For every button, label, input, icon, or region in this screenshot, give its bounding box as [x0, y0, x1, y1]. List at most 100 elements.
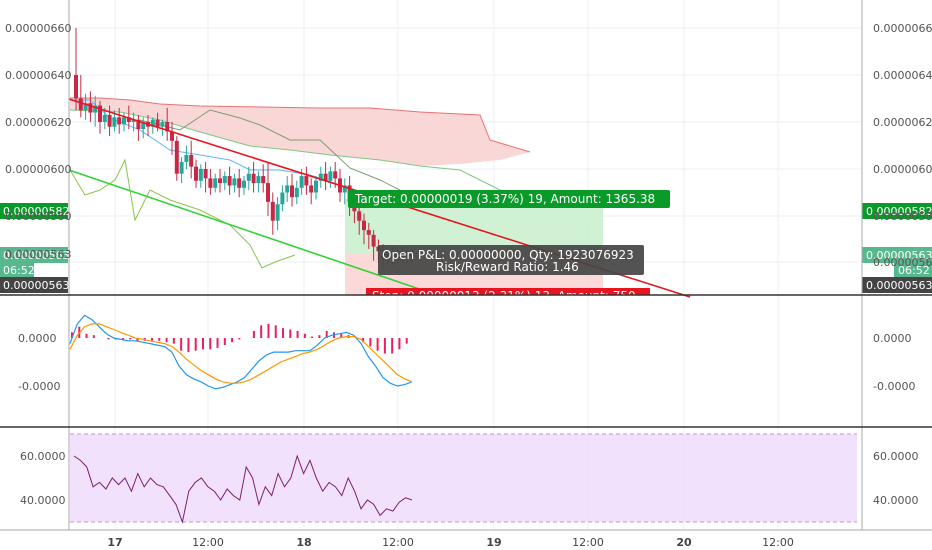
rsi-tick-right: 60.0000	[873, 450, 919, 463]
left-price-tag-dark	[0, 277, 68, 293]
candle-body	[314, 180, 318, 193]
candle-body	[256, 176, 261, 184]
left-price-tag-teal	[0, 247, 68, 263]
price-tick-right: 0.00000580	[873, 210, 932, 223]
candle-body	[261, 176, 266, 184]
rsi-panel[interactable]	[70, 433, 857, 524]
rsi-tick-right: 40.0000	[873, 494, 919, 507]
candle-body	[170, 131, 174, 141]
candle-body	[246, 173, 251, 181]
candle-body	[131, 119, 136, 122]
candle-body	[227, 176, 232, 186]
time-label: 18	[296, 536, 311, 549]
candle-body	[78, 98, 83, 111]
candle-body	[342, 185, 347, 193]
candle-body	[323, 173, 328, 181]
pnl-label-box[interactable]	[378, 245, 644, 275]
candle-body	[155, 119, 160, 127]
right-price-tag-green-text: 0.00000582	[866, 205, 932, 218]
candle-body	[270, 201, 275, 221]
candle-body	[203, 169, 208, 179]
price-tick-right: 0.00000600	[873, 163, 932, 176]
candle-body	[362, 220, 366, 231]
candle-body	[328, 171, 333, 181]
price-tick-left: 0.00000580	[5, 210, 71, 223]
price-tick-left: 0.00000640	[5, 69, 71, 82]
right-price-tag-green	[862, 203, 932, 219]
candle-body	[213, 178, 218, 188]
candle-body	[112, 117, 117, 127]
candle-body	[218, 178, 222, 184]
rsi-tick-left: 60.0000	[20, 450, 66, 463]
candle-body	[232, 178, 237, 186]
candle-body	[208, 178, 213, 188]
macd-line	[69, 314, 413, 390]
ichimoku-span-b	[70, 97, 531, 153]
target-label-box[interactable]	[348, 190, 670, 208]
candle-body	[83, 103, 88, 111]
ichimoku-span-a	[69, 109, 531, 199]
channel-lower-line[interactable]	[68, 169, 429, 293]
candle-body	[184, 154, 189, 162]
axis-labels: 0.00000660 0.00000660 0.00000640 0.00000640…	[5, 22, 932, 507]
rsi-line	[73, 454, 413, 524]
price-panel[interactable]: Target: 0.00000019 (3.37%) 19, Amount: 1…	[0, 28, 932, 298]
rsi-tick-left: 40.0000	[20, 494, 66, 507]
right-price-tag-teal	[862, 247, 932, 263]
target-label: Target: 0.00000019 (3.37%) 19, Amount: 1…	[354, 192, 655, 206]
time-label: 12:00	[572, 536, 604, 549]
time-label: 20	[676, 536, 692, 549]
candle-body	[136, 119, 141, 130]
price-tick-left: 0.00000600	[5, 163, 71, 176]
left-price-tag-dark-text: 0.00000563	[3, 279, 69, 292]
candle-body	[102, 114, 107, 122]
macd-panel[interactable]	[69, 314, 414, 390]
left-price-tag-green-text: 0.00000582	[3, 205, 69, 218]
candle-body	[174, 140, 179, 174]
price-tick-left: 0.00000563	[5, 248, 71, 261]
candle-body	[194, 166, 198, 181]
candle-body	[107, 114, 112, 127]
candle-body	[98, 105, 102, 122]
macd-tick-left: -0.0000	[18, 380, 60, 393]
macd-histogram	[71, 323, 408, 354]
time-label: 19	[486, 536, 501, 549]
candle-body	[93, 105, 98, 113]
time-label: 12:00	[762, 536, 794, 549]
candle-body	[160, 122, 165, 127]
candle-body	[122, 117, 126, 125]
candle-body	[371, 234, 376, 247]
candle-body	[150, 119, 155, 127]
candle-body	[275, 204, 280, 221]
price-tick-right: 0.00000660	[873, 22, 932, 35]
stop-label-group[interactable]: Stop: 0.00000013 (2.31%) 13, Amount: 750	[366, 287, 650, 305]
price-tick-right: 0.00000620	[873, 116, 932, 129]
right-price-tag-teal-text: 0.00000563	[866, 249, 932, 262]
macd-tick-right: 0.0000	[873, 332, 912, 345]
candle-body	[290, 185, 294, 198]
right-countdown-text: 06:52	[898, 264, 930, 277]
time-label: 12:00	[382, 536, 414, 549]
price-tick-right: 0.00000640	[873, 69, 932, 82]
candle-body	[333, 171, 338, 179]
price-tick-left: 0.00000660	[5, 22, 71, 35]
right-countdown-tag	[894, 263, 932, 277]
time-label: 12:00	[192, 536, 224, 549]
left-price-tag-green	[0, 203, 68, 219]
profit-zone	[345, 199, 603, 254]
candle-body	[88, 103, 93, 113]
macd-tick-left: 0.0000	[18, 332, 57, 345]
candle-body	[126, 117, 131, 122]
candle-body	[189, 154, 194, 167]
left-countdown-text: 06:52	[3, 264, 35, 277]
macd-tick-right: -0.0000	[873, 380, 915, 393]
candle-body	[198, 169, 203, 181]
right-price-tag-dark	[862, 277, 932, 293]
candle-body	[222, 176, 227, 184]
left-price-tag-teal-text: 0.00000563	[3, 249, 69, 262]
pnl-label: Open P&L: 0.00000000, Qty: 1923076923	[382, 248, 634, 262]
candle-body	[251, 173, 256, 184]
candle-body	[266, 183, 270, 202]
stop-label-box[interactable]	[366, 287, 650, 305]
